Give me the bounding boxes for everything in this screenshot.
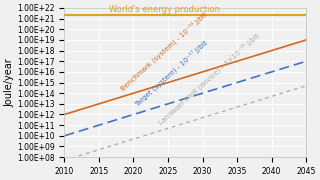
Text: Benchmark (system) - 10⁻¹⁴ J/bit: Benchmark (system) - 10⁻¹⁴ J/bit — [119, 10, 209, 92]
Text: Landauer limit (device) - 3×10⁻²¹ J/bit: Landauer limit (device) - 3×10⁻²¹ J/bit — [157, 31, 261, 126]
Text: Target (system) - 10⁻¹⁷ J/bit: Target (system) - 10⁻¹⁷ J/bit — [133, 39, 209, 108]
Y-axis label: Joule/year: Joule/year — [4, 58, 14, 107]
Text: World's energy production: World's energy production — [109, 4, 220, 14]
